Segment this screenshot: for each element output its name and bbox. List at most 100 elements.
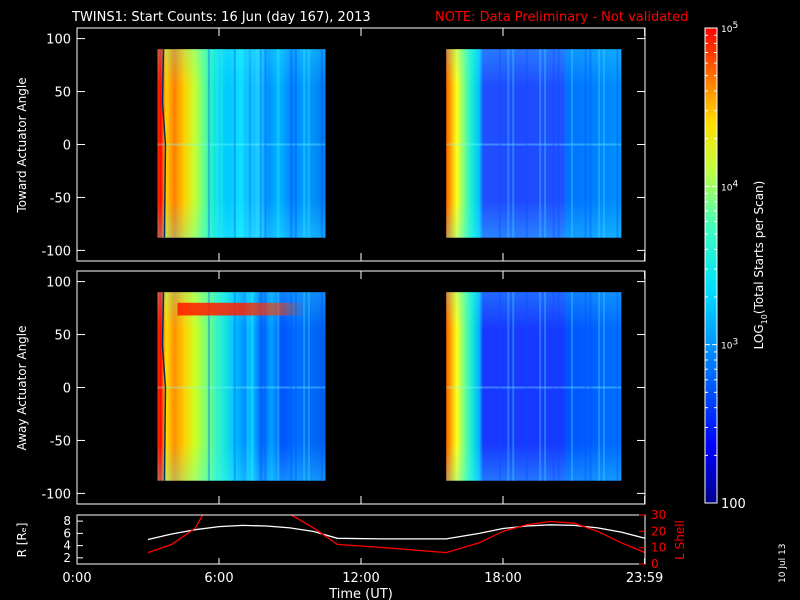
radius-line bbox=[147, 524, 645, 541]
toward-segment-2-stripe bbox=[539, 49, 542, 238]
y-tick-label: 0 bbox=[63, 382, 71, 397]
away-segment-1-shading bbox=[157, 292, 326, 481]
away-segment-1-stripe bbox=[290, 292, 293, 481]
away-heatmap-panel: 100 50 0 -50 -100 Away Actuator Angle bbox=[15, 270, 646, 505]
toward-segment-2-stripe bbox=[616, 49, 619, 238]
toward-segment-1-stripe bbox=[220, 49, 223, 238]
away-segment-1-stripe bbox=[259, 292, 262, 481]
y-tick-label: -50 bbox=[50, 191, 71, 206]
y-tick-label: 8 bbox=[63, 514, 71, 528]
away-segment-1-stripe bbox=[251, 292, 254, 481]
away-y-axis-label: Away Actuator Angle bbox=[15, 325, 29, 450]
x-tick-label: 12:00 bbox=[342, 571, 379, 586]
orbit-x-ticks: 0:00 6:00 12:00 18:00 23:59 bbox=[62, 558, 663, 586]
toward-segment-1-stripe bbox=[320, 49, 323, 238]
y-tick-label: 0 bbox=[63, 139, 71, 154]
toward-segment-1-stripe bbox=[251, 49, 254, 238]
y-tick-label: 10 bbox=[651, 541, 666, 555]
toward-segment-1-stripe bbox=[246, 49, 249, 238]
toward-segment-1-stripe bbox=[303, 49, 306, 238]
away-segment-2-stripe bbox=[512, 292, 515, 481]
away-edge-line bbox=[161, 292, 167, 481]
away-segment-2-stripe bbox=[544, 292, 547, 481]
y-tick-label: -100 bbox=[41, 487, 71, 502]
away-segment-1-stripe bbox=[220, 292, 223, 481]
away-segment-2-stripe bbox=[525, 292, 528, 481]
away-segment-2-stripe bbox=[584, 292, 587, 481]
x-axis-label: Time (UT) bbox=[328, 587, 393, 600]
away-segment-2-stripe bbox=[598, 292, 601, 481]
away-segment-1-stripe bbox=[294, 292, 297, 481]
y-tick-label: 4 bbox=[63, 539, 71, 553]
toward-y-axis-label: Toward Actuator Angle bbox=[15, 77, 29, 213]
toward-segment-1-stripe bbox=[277, 49, 280, 238]
preliminary-note: NOTE: Data Preliminary - Not validated bbox=[435, 10, 689, 25]
toward-segment-1-stripe bbox=[294, 49, 297, 238]
toward-segment-2-stripe bbox=[557, 49, 560, 238]
colorbar-tick-label: 103 bbox=[721, 338, 738, 352]
x-tick-label: 0:00 bbox=[62, 571, 91, 586]
y-tick-label: 0 bbox=[651, 557, 659, 571]
away-segment-2-stripe bbox=[552, 292, 555, 481]
toward-segment-2-stripe bbox=[584, 49, 587, 238]
away-segment-1-stripe bbox=[246, 292, 249, 481]
away-segment-1-stripe bbox=[216, 292, 219, 481]
toward-segment-2-stripe bbox=[598, 49, 601, 238]
toward-segment-2-stripe bbox=[571, 49, 574, 238]
colorbar: 105 104 103 100 LOG10(Total Starts per Scan… bbox=[704, 21, 769, 512]
orbit-right-y-ticks: 0 10 20 30 bbox=[639, 508, 666, 571]
toward-segment-2-shading bbox=[446, 49, 622, 238]
away-hot-band bbox=[177, 302, 306, 316]
toward-heatmap-panel: 100 50 0 -50 -100 Toward Actuator Angle bbox=[15, 27, 646, 262]
toward-edge-line bbox=[161, 49, 167, 238]
y-tick-label: 6 bbox=[63, 526, 71, 540]
away-segment-2-stripe bbox=[498, 292, 501, 481]
y-tick-label: -100 bbox=[41, 244, 71, 259]
away-segment-2-stripe bbox=[557, 292, 560, 481]
toward-y-ticks: 100 50 0 -50 -100 bbox=[41, 33, 645, 259]
away-y-ticks: 100 50 0 -50 -100 bbox=[41, 276, 645, 502]
away-segment-2-shading bbox=[446, 292, 622, 481]
toward-segment-1-stripe bbox=[307, 49, 310, 238]
toward-segment-1-stripe bbox=[259, 49, 262, 238]
x-tick-label: 6:00 bbox=[204, 571, 233, 586]
toward-segment-2-stripe bbox=[589, 49, 592, 238]
toward-segment-1-stripe bbox=[216, 49, 219, 238]
toward-segment-1-stripe bbox=[233, 49, 236, 238]
toward-segment-2-stripe bbox=[602, 49, 605, 238]
toward-segment-2-stripe bbox=[507, 49, 510, 238]
date-stamp: 10 Jul 13 bbox=[778, 544, 788, 584]
y-tick-label: 20 bbox=[651, 524, 666, 538]
away-segment-2-stripe bbox=[571, 292, 574, 481]
y-tick-label: 30 bbox=[651, 508, 666, 522]
orbit-right-axis-label: L Shell bbox=[673, 520, 687, 560]
toward-x-ticks bbox=[76, 28, 646, 261]
toward-segment-1-stripe bbox=[207, 49, 210, 238]
y-tick-label: 50 bbox=[54, 86, 71, 101]
away-segment-1-stripe bbox=[307, 292, 310, 481]
y-tick-label: 100 bbox=[46, 276, 71, 291]
toward-segment-2-stripe bbox=[498, 49, 501, 238]
colorbar-label: LOG10(Total Starts per Scan) bbox=[752, 181, 769, 350]
y-tick-label: 50 bbox=[54, 329, 71, 344]
orbit-left-axis-label: R [Rₑ] bbox=[15, 523, 29, 558]
orbit-lines bbox=[147, 515, 645, 554]
away-segment-1-stripe bbox=[320, 292, 323, 481]
toward-segment-1-stripe bbox=[264, 49, 267, 238]
colorbar-ticks: 105 104 103 100 bbox=[705, 21, 746, 512]
toward-segment-2-stripe bbox=[544, 49, 547, 238]
x-tick-label: 18:00 bbox=[484, 571, 521, 586]
chart-title: TWINS1: Start Counts: 16 Jun (day 167), … bbox=[71, 10, 371, 25]
toward-heatmap bbox=[157, 49, 622, 238]
toward-segment-2-stripe bbox=[512, 49, 515, 238]
away-segment-1-stripe bbox=[233, 292, 236, 481]
y-tick-label: 2 bbox=[63, 551, 71, 565]
away-segment-2-stripe bbox=[507, 292, 510, 481]
away-segment-1-stripe bbox=[277, 292, 280, 481]
toward-segment-2-stripe bbox=[552, 49, 555, 238]
l-shell-line bbox=[147, 515, 645, 554]
away-x-ticks bbox=[76, 271, 646, 504]
colorbar-scale bbox=[704, 27, 718, 504]
